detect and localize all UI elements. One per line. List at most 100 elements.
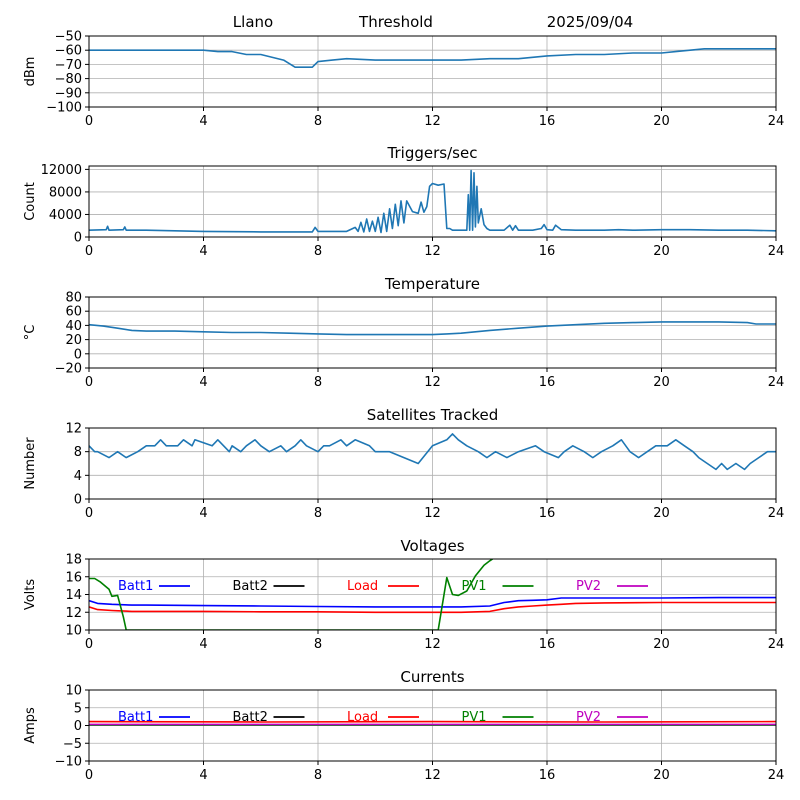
- series-group: [89, 559, 776, 630]
- x-tick-label: 24: [768, 637, 785, 652]
- x-tick-label: 0: [85, 506, 93, 521]
- x-tick-label: 20: [653, 637, 670, 652]
- x-tick-label: 16: [539, 768, 556, 783]
- series-line-main: [89, 433, 776, 471]
- x-tick-label: 24: [768, 114, 785, 129]
- y-tick-label: −80: [55, 72, 82, 87]
- y-tick-label: 0: [74, 493, 82, 508]
- y-tick-label: 0: [74, 347, 82, 362]
- y-tick-label: 12: [65, 606, 82, 621]
- series-group: [89, 321, 776, 336]
- x-tick-label: 8: [314, 244, 322, 259]
- legend-label-batt1: Batt1: [118, 579, 153, 594]
- header-site: Llano: [233, 13, 273, 31]
- x-tick-label: 4: [199, 637, 207, 652]
- x-tick-label: 16: [539, 637, 556, 652]
- x-tick-label: 0: [85, 768, 93, 783]
- x-tick-label: 12: [424, 768, 441, 783]
- x-tick-label: 12: [424, 637, 441, 652]
- x-tick-label: 4: [199, 244, 207, 259]
- y-tick-label: −10: [55, 755, 82, 770]
- x-tick-label: 16: [539, 114, 556, 129]
- y-tick-label: 5: [74, 701, 82, 716]
- x-tick-label: 0: [85, 375, 93, 390]
- y-axis-label: Number: [23, 437, 38, 490]
- x-tick-label: 20: [653, 506, 670, 521]
- x-tick-label: 8: [314, 637, 322, 652]
- y-tick-label: −100: [46, 101, 82, 116]
- y-axis-label: Volts: [23, 579, 38, 611]
- y-axis-label: °C: [23, 325, 38, 341]
- y-tick-label: 12: [65, 422, 82, 437]
- panel-4: 0 4 8 12 16 20 24 0 4 8 12 Satellites Tracked Number: [23, 406, 784, 521]
- legend-label-pv1: PV1: [462, 579, 487, 594]
- x-tick-label: 16: [539, 506, 556, 521]
- y-tick-label: 10: [65, 624, 82, 639]
- x-tick-label: 16: [539, 244, 556, 259]
- legend-label-load: Load: [347, 579, 378, 594]
- y-tick-label: 80: [65, 291, 82, 306]
- y-tick-label: 8: [74, 445, 82, 460]
- series-group: [89, 48, 776, 68]
- x-tick-label: 24: [768, 375, 785, 390]
- series-line-main: [89, 169, 776, 234]
- legend: Batt1 Batt2 Load PV1 PV2: [118, 579, 648, 594]
- y-tick-label: 20: [65, 333, 82, 348]
- series-group: [89, 433, 776, 471]
- y-tick-label: −50: [55, 30, 82, 45]
- x-tick-label: 20: [653, 768, 670, 783]
- panel-2: 0 4 8 12 16 20 24 0 4000 8000 12000 Triggers/sec Cou…: [23, 144, 784, 259]
- panel-title: Triggers/sec: [387, 144, 478, 162]
- header-mode: Threshold: [358, 13, 433, 31]
- legend-label-pv2: PV2: [576, 710, 601, 725]
- y-tick-label: 8000: [49, 185, 82, 200]
- series-line-main: [89, 48, 776, 68]
- x-tick-label: 0: [85, 637, 93, 652]
- series-group: [89, 720, 776, 726]
- series-group: [89, 169, 776, 234]
- x-tick-label: 20: [653, 114, 670, 129]
- y-tick-label: 10: [65, 684, 82, 699]
- y-tick-label: 0: [74, 719, 82, 734]
- x-tick-label: 12: [424, 114, 441, 129]
- legend-label-batt1: Batt1: [118, 710, 153, 725]
- series-line-main: [89, 321, 776, 336]
- legend-label-pv1: PV1: [462, 710, 487, 725]
- series-line-load: [89, 601, 776, 614]
- x-tick-label: 12: [424, 375, 441, 390]
- y-axis-label: Amps: [23, 707, 38, 744]
- y-tick-label: 18: [65, 553, 82, 568]
- x-tick-label: 20: [653, 244, 670, 259]
- y-tick-label: 4: [74, 469, 82, 484]
- y-tick-label: 16: [65, 570, 82, 585]
- x-tick-label: 4: [199, 114, 207, 129]
- x-tick-label: 4: [199, 375, 207, 390]
- x-tick-label: 0: [85, 114, 93, 129]
- x-tick-label: 24: [768, 768, 785, 783]
- y-tick-label: 12000: [41, 163, 82, 178]
- y-axis-label: Count: [23, 182, 38, 221]
- legend-label-load: Load: [347, 710, 378, 725]
- y-tick-label: 40: [65, 319, 82, 334]
- series-line-pv1: [89, 559, 494, 630]
- panel-title: Satellites Tracked: [367, 406, 498, 424]
- legend-label-batt2: Batt2: [233, 710, 268, 725]
- x-tick-label: 12: [424, 244, 441, 259]
- x-tick-label: 8: [314, 375, 322, 390]
- y-tick-label: −20: [55, 362, 82, 377]
- header-date: 2025/09/04: [547, 13, 633, 31]
- x-tick-label: 8: [314, 114, 322, 129]
- y-tick-label: −70: [55, 58, 82, 73]
- x-tick-label: 8: [314, 768, 322, 783]
- x-tick-label: 8: [314, 506, 322, 521]
- y-tick-label: 0: [74, 231, 82, 246]
- x-tick-label: 16: [539, 375, 556, 390]
- x-tick-label: 20: [653, 375, 670, 390]
- x-tick-label: 24: [768, 506, 785, 521]
- y-tick-label: 4000: [49, 208, 82, 223]
- legend-label-pv2: PV2: [576, 579, 601, 594]
- panel-1: 0 4 8 12 16 20 24 −100−90−80−70−60−50 dBm: [23, 30, 784, 130]
